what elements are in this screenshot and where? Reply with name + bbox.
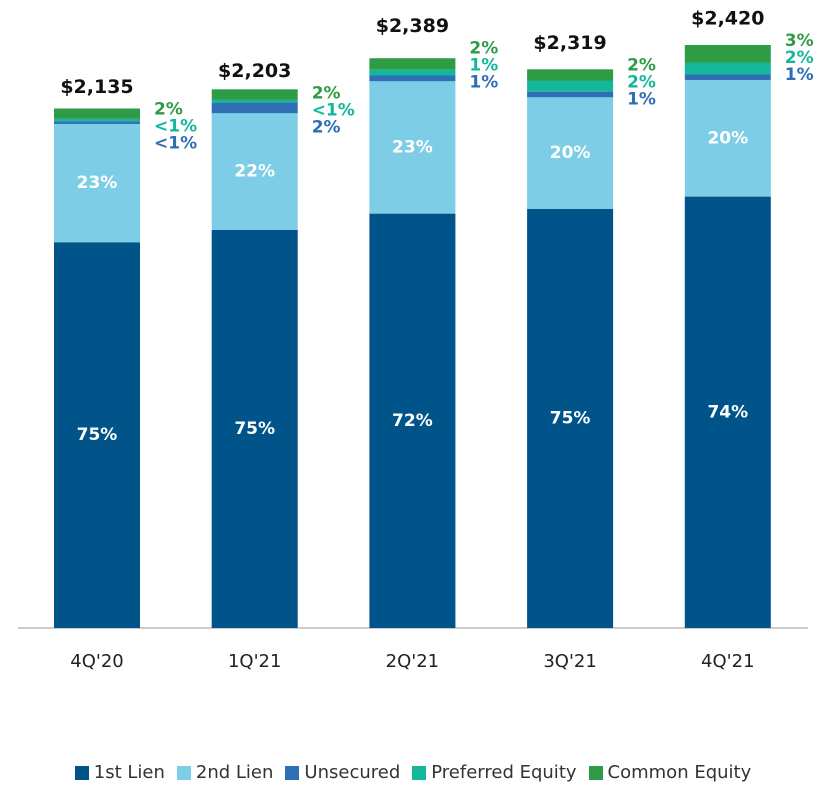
segment-label: 72% (392, 411, 433, 431)
segment-label: 2% (627, 72, 656, 92)
segment-label: <1% (154, 117, 197, 137)
legend: 1st Lien 2nd Lien Unsecured Preferred Equit… (0, 762, 826, 783)
x-tick-label: 3Q'21 (543, 651, 596, 672)
bar-segment (527, 69, 614, 81)
bar-segment (527, 208, 614, 628)
legend-label: 2nd Lien (195, 762, 274, 783)
segment-label: 2% (154, 100, 183, 120)
bar-segment (369, 81, 456, 214)
bar-segment (527, 80, 614, 92)
segment-label: 2% (312, 83, 341, 103)
total-label: $2,319 (533, 32, 606, 54)
legend-swatch (176, 765, 191, 780)
legend-label: Preferred Equity (431, 762, 577, 783)
legend-swatch (412, 765, 427, 780)
segment-label: 75% (234, 419, 275, 439)
total-label: $2,135 (60, 76, 133, 98)
legend-label: Common Equity (607, 762, 752, 783)
segment-label: 23% (77, 173, 118, 193)
legend-item: Unsecured (285, 762, 400, 783)
chart: 75%23%2%<1%<1%$2,1354Q'2075%22%2%<1%2%$2… (18, 8, 814, 672)
segment-label: 23% (392, 137, 433, 157)
bar-segment (211, 102, 298, 114)
bar-segment (54, 108, 140, 119)
bar-segment (369, 75, 456, 82)
segment-label: <1% (154, 134, 197, 154)
segment-label: 2% (627, 55, 656, 75)
legend-swatch (588, 765, 603, 780)
total-label: $2,420 (691, 8, 764, 30)
segment-label: 1% (469, 72, 498, 92)
segment-label: 20% (707, 128, 748, 148)
legend-item: Common Equity (588, 762, 752, 783)
bar-segment (211, 99, 298, 103)
bar-segment (369, 58, 456, 70)
segment-label: 75% (77, 425, 118, 445)
bar-segment (684, 62, 771, 75)
segment-label: 3% (785, 31, 814, 51)
bar-segment (684, 45, 771, 63)
x-tick-label: 1Q'21 (228, 651, 281, 672)
bar-segment (527, 91, 614, 98)
legend-item: Preferred Equity (412, 762, 577, 783)
x-tick-label: 4Q'20 (70, 651, 123, 672)
bar-segment (54, 118, 140, 122)
bar-segment (211, 229, 298, 629)
legend-swatch (74, 765, 89, 780)
segment-label: 22% (234, 162, 275, 182)
legend-item: 1st Lien (74, 762, 165, 783)
total-label: $2,389 (376, 15, 449, 37)
segment-label: 74% (707, 402, 748, 422)
segment-label: 2% (785, 48, 814, 68)
segment-label: 1% (785, 65, 814, 85)
legend-item: 2nd Lien (176, 762, 274, 783)
x-tick-label: 2Q'21 (386, 651, 439, 672)
bar-segment (684, 79, 771, 197)
bar-segment (54, 121, 140, 124)
segment-label: <1% (312, 100, 355, 120)
bar-segment (211, 113, 298, 230)
segment-label: 1% (469, 55, 498, 75)
segment-label: 1% (627, 89, 656, 109)
legend-label: 1st Lien (93, 762, 165, 783)
bar-segment (54, 123, 140, 243)
segment-label: 75% (550, 408, 591, 428)
bar-segment (684, 74, 771, 80)
legend-label: Unsecured (304, 762, 401, 783)
x-tick-label: 4Q'21 (701, 651, 754, 672)
legend-swatch (285, 765, 300, 780)
bar-segment (211, 89, 298, 100)
segment-label: 2% (469, 38, 498, 58)
segment-label: 2% (312, 117, 341, 137)
bar-segment (684, 196, 771, 628)
bar-segment (369, 69, 456, 76)
segment-label: 20% (550, 143, 591, 163)
bar-segment (54, 242, 140, 628)
total-label: $2,203 (218, 60, 291, 82)
bar-segment (369, 213, 456, 628)
bar-segment (527, 97, 614, 209)
